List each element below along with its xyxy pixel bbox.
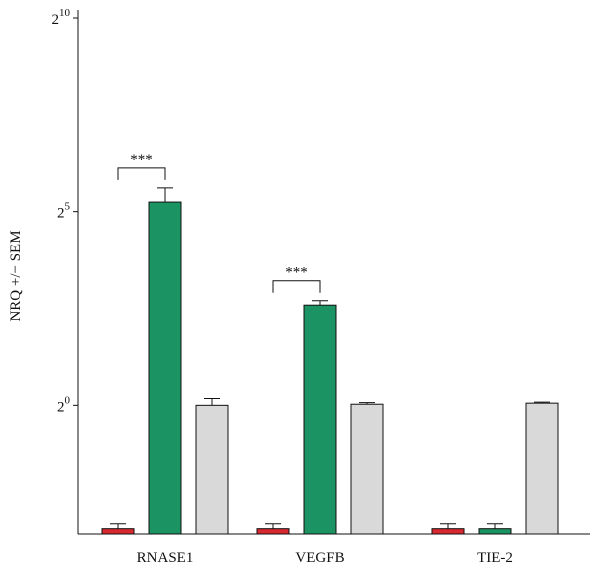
bar bbox=[148, 201, 182, 535]
bar bbox=[303, 304, 337, 535]
error-bar bbox=[440, 523, 456, 529]
error-bar bbox=[204, 398, 220, 406]
y-tick-label: 20 bbox=[57, 394, 71, 415]
x-tick-label: VEGFB bbox=[295, 550, 344, 566]
y-axis-label: NRQ +/− SEM bbox=[8, 230, 24, 321]
significance-bracket bbox=[117, 167, 166, 180]
bar bbox=[195, 404, 229, 535]
error-bar bbox=[487, 523, 503, 529]
significance-bracket bbox=[272, 280, 321, 293]
significance-label: *** bbox=[285, 265, 308, 281]
x-tick-label: RNASE1 bbox=[137, 550, 194, 566]
bar bbox=[256, 528, 290, 535]
y-tick-label: 210 bbox=[52, 7, 71, 28]
x-tick-label: TIE-2 bbox=[477, 550, 513, 566]
bar bbox=[350, 403, 384, 535]
bar bbox=[525, 402, 559, 535]
error-bar bbox=[312, 300, 328, 306]
y-tick-label: 25 bbox=[57, 201, 71, 222]
bar bbox=[478, 528, 512, 535]
error-bar bbox=[157, 187, 173, 203]
error-bar bbox=[110, 523, 126, 529]
significance-label: *** bbox=[130, 152, 153, 168]
bar bbox=[101, 528, 135, 535]
error-bar bbox=[265, 523, 281, 529]
bar bbox=[431, 528, 465, 535]
